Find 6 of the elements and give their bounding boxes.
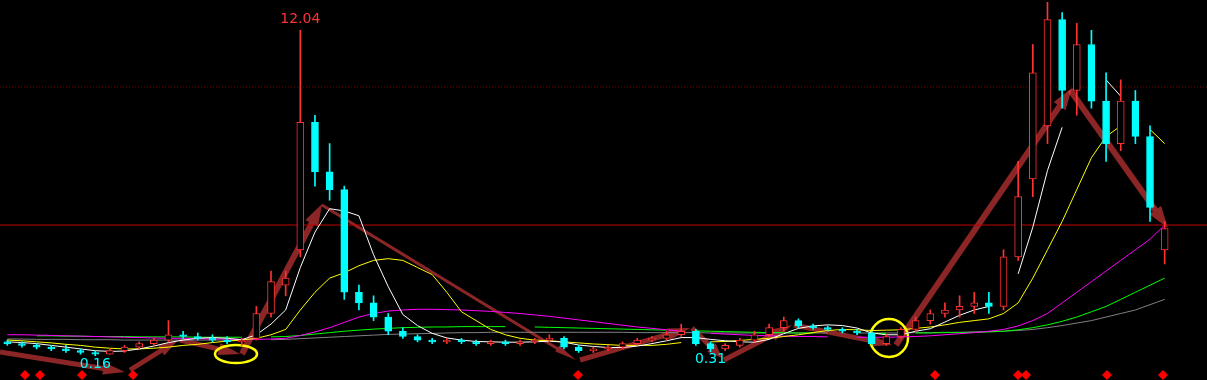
candlestick (985, 291, 993, 314)
annotation: 12.04 (280, 9, 321, 26)
candlestick (62, 345, 70, 353)
annotation: 0.31 (694, 350, 727, 367)
annotation: 0.16 (79, 354, 111, 371)
candlestick (970, 291, 979, 314)
